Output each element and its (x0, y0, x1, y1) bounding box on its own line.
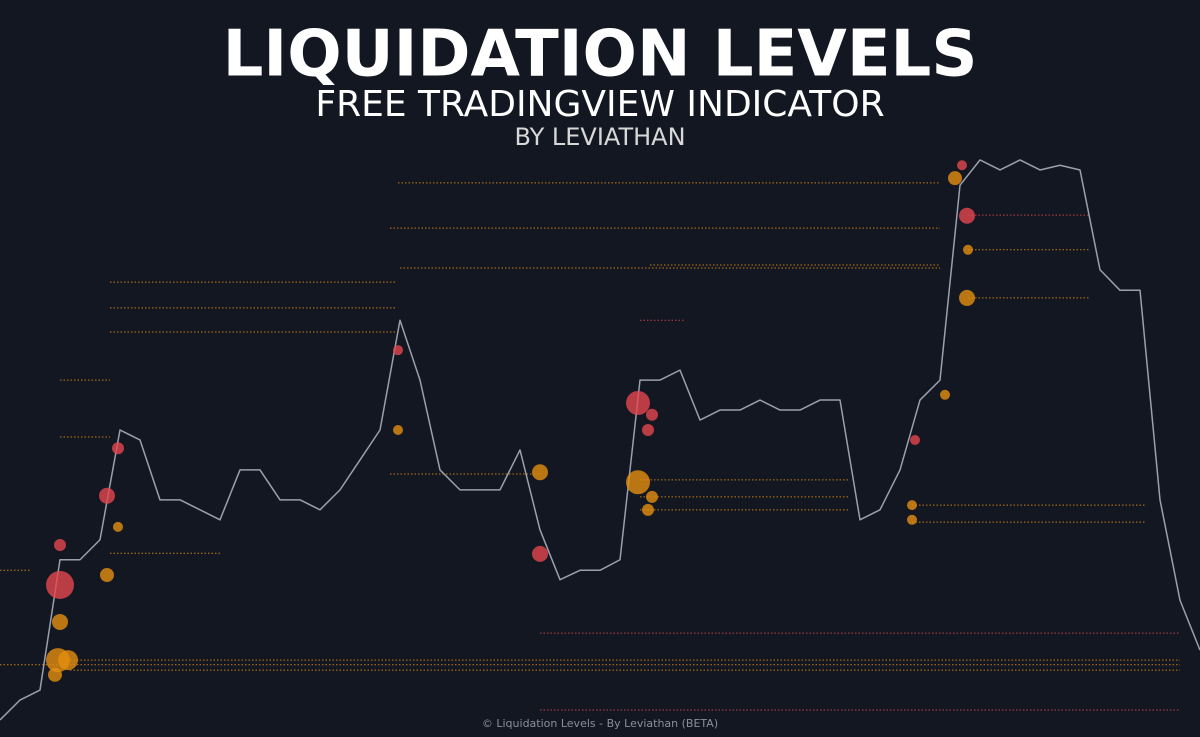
liquidation-bubble (100, 567, 114, 582)
liquidation-bubble (957, 160, 967, 171)
byline: BY LEVIATHAN (514, 123, 685, 151)
liquidation-bubble (963, 244, 973, 255)
liquidation-bubble (910, 434, 920, 445)
liquidation-bubble (646, 490, 658, 503)
liquidation-bubble (626, 470, 650, 495)
price-line (0, 159, 1200, 721)
liquidation-bubble (113, 521, 123, 532)
liquidation-bubble (907, 514, 917, 525)
liquidation-bubble (907, 500, 917, 511)
liquidation-bubble (54, 539, 66, 552)
liquidation-bubble (959, 289, 975, 306)
footer: © Liquidation Levels - By Leviathan (BET… (482, 717, 718, 730)
liquidation-bubble (532, 464, 548, 481)
liquidation-bubble (646, 408, 658, 421)
subtitle: FREE TRADINGVIEW INDICATOR (315, 84, 884, 125)
liquidation-bubble (532, 545, 548, 562)
liquidation-bubble (99, 487, 115, 504)
liquidation-bubble (626, 390, 650, 415)
liquidation-bubble (393, 424, 403, 435)
liquidation-bubble (642, 503, 654, 516)
liquidation-bubble (393, 345, 403, 356)
liquidation-bubble (46, 570, 74, 599)
liquidation-bubble (948, 171, 962, 186)
liquidation-bubble (112, 442, 124, 455)
liquidation-bubble (52, 613, 68, 630)
liquidation-bubble (642, 423, 654, 436)
liquidation-bubble (940, 389, 950, 400)
liquidation-bubble (48, 667, 62, 682)
liquidation-bubble (58, 650, 78, 671)
liquidation-bubble (959, 207, 975, 224)
title: LIQUIDATION LEVELS (223, 18, 978, 92)
